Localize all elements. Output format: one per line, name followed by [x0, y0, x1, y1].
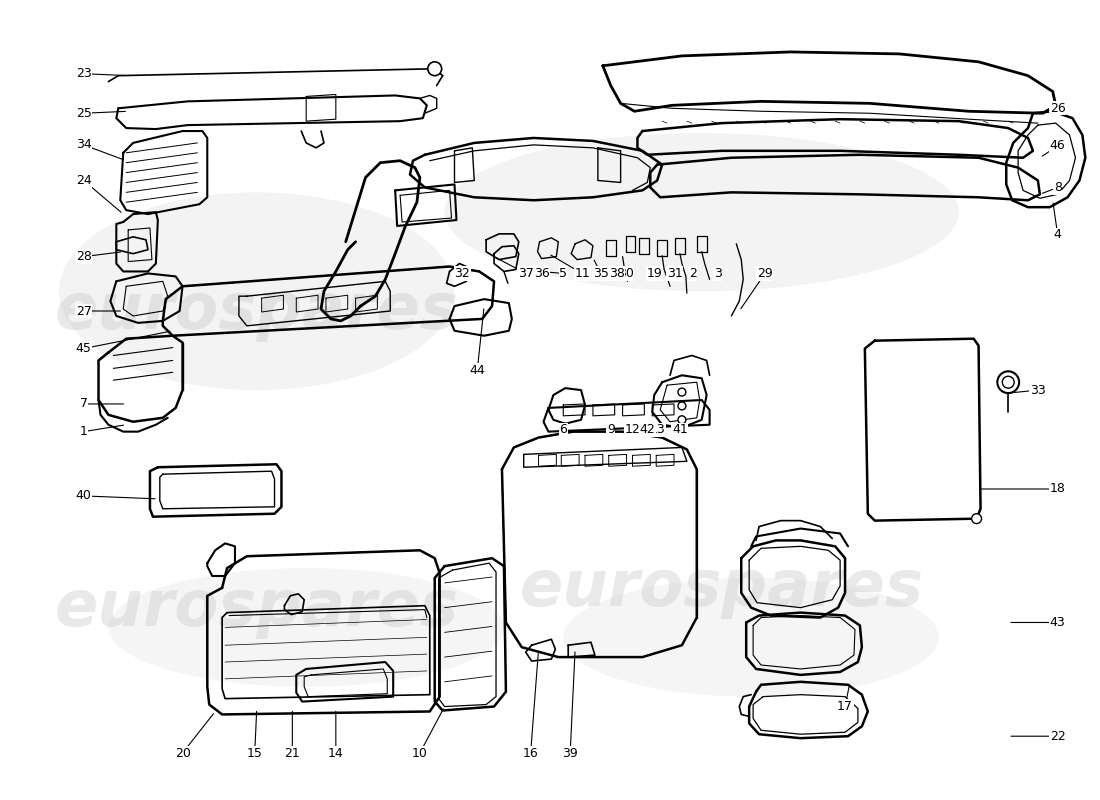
Ellipse shape [109, 568, 504, 686]
Text: 43: 43 [1049, 616, 1066, 629]
Text: 42: 42 [639, 423, 656, 436]
Circle shape [678, 402, 686, 410]
Text: 39: 39 [562, 746, 579, 759]
Ellipse shape [563, 578, 939, 697]
Text: 41: 41 [672, 423, 688, 436]
Text: 6: 6 [559, 423, 568, 436]
Text: 3: 3 [714, 267, 722, 280]
Text: 45: 45 [76, 342, 91, 355]
Circle shape [678, 416, 686, 424]
Text: 14: 14 [328, 746, 343, 759]
Text: 12: 12 [625, 423, 640, 436]
Circle shape [1002, 376, 1014, 388]
Text: 18: 18 [1049, 482, 1066, 495]
Text: 36: 36 [534, 267, 549, 280]
Text: 28: 28 [76, 250, 91, 263]
Text: 46: 46 [1049, 139, 1066, 152]
Text: 37: 37 [518, 267, 534, 280]
Text: 15: 15 [246, 746, 263, 759]
Circle shape [998, 371, 1019, 393]
Text: eurospares: eurospares [519, 557, 924, 619]
Text: 30: 30 [617, 267, 634, 280]
Text: 4: 4 [1054, 228, 1062, 242]
Text: eurospares: eurospares [55, 577, 459, 638]
Text: 9: 9 [607, 423, 615, 436]
Text: 1: 1 [80, 425, 88, 438]
Text: 38: 38 [608, 267, 625, 280]
Text: 44: 44 [470, 364, 485, 377]
Text: 11: 11 [574, 267, 590, 280]
Text: 5: 5 [559, 267, 568, 280]
Text: 29: 29 [757, 267, 773, 280]
Text: 35: 35 [593, 267, 608, 280]
Ellipse shape [59, 192, 454, 390]
Text: 26: 26 [1049, 102, 1066, 115]
Text: 2: 2 [689, 267, 696, 280]
Text: 16: 16 [522, 746, 539, 759]
Text: 13: 13 [649, 423, 666, 436]
Text: 23: 23 [76, 67, 91, 80]
Text: 17: 17 [837, 700, 852, 713]
Text: 31: 31 [667, 267, 683, 280]
Text: 25: 25 [76, 106, 91, 120]
Text: 22: 22 [1049, 730, 1066, 742]
Text: 21: 21 [285, 746, 300, 759]
Text: 8: 8 [1054, 181, 1062, 194]
Text: eurospares: eurospares [55, 280, 459, 342]
Circle shape [428, 62, 441, 76]
Text: 7: 7 [79, 398, 88, 410]
Circle shape [971, 514, 981, 524]
Text: 32: 32 [454, 267, 471, 280]
Text: 10: 10 [411, 746, 428, 759]
Text: 24: 24 [76, 174, 91, 187]
Text: 33: 33 [1030, 384, 1046, 397]
Circle shape [678, 388, 686, 396]
Text: 34: 34 [76, 138, 91, 151]
Text: 20: 20 [175, 746, 190, 759]
Ellipse shape [444, 133, 959, 291]
Text: 27: 27 [76, 305, 91, 318]
Text: 19: 19 [647, 267, 662, 280]
Text: 40: 40 [76, 490, 91, 502]
